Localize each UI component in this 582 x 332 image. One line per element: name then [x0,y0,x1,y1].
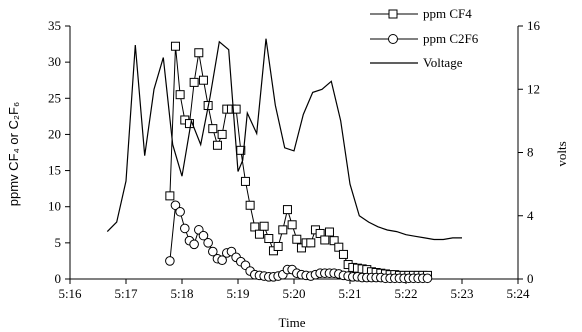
legend-marker-cf4 [388,9,398,19]
data-point-ppm-cf4 [259,221,269,231]
y-left-tick-label: 25 [48,90,61,105]
data-point-ppm-c2f6 [189,239,199,250]
data-point-ppm-c2f6 [170,200,181,211]
data-point-ppm-cf4 [278,225,288,235]
x-tick-label: 5:17 [114,286,138,301]
legend-marker-c2f6 [388,34,398,44]
data-point-ppm-cf4 [165,191,175,201]
data-point-ppm-cf4 [296,243,306,253]
x-tick-label: 5:24 [506,286,530,301]
y-right-tick-label: 0 [527,271,534,286]
data-point-ppm-cf4 [194,48,204,58]
x-tick-label: 5:20 [282,286,305,301]
data-point-ppm-cf4 [212,140,222,150]
data-point-ppm-cf4 [264,234,274,244]
legend-label-cf4: ppm CF4 [423,6,472,21]
y-left-tick-label: 15 [48,163,61,178]
data-point-ppm-cf4 [240,176,250,186]
axes: 5:16 5:17 5:18 5:19 5:20 5:21 5:22 5:23 5:240510… [48,18,541,301]
data-point-ppm-cf4 [273,241,283,251]
x-tick-label: 5:21 [338,286,361,301]
y-right-tick-label: 8 [527,145,534,160]
legend: ppm CF4 ppm C2F6 Voltage [370,6,479,70]
data-point-ppm-cf4 [250,222,260,232]
data-point-ppm-cf4 [231,104,241,114]
data-point-ppm-c2f6 [217,255,227,266]
x-axis-title: Time [279,315,306,330]
legend-item-cf4: ppm CF4 [370,6,472,21]
series-layer [106,38,462,284]
data-point-ppm-c2f6 [203,238,213,248]
y-right-axis-title: volts [554,141,569,166]
data-point-ppm-cf4 [254,229,264,239]
y-left-tick-label: 30 [48,54,61,69]
data-point-ppm-cf4 [189,77,199,87]
x-tick-label: 5:16 [58,286,82,301]
y-left-tick-label: 5 [55,235,62,250]
y-right-tick-label: 12 [527,81,540,96]
data-point-ppm-cf4 [184,119,194,129]
legend-label-voltage: Voltage [423,55,463,70]
series-voltage [106,38,462,241]
data-point-ppm-cf4 [292,234,302,244]
x-tick-label: 5:19 [226,286,249,301]
y-left-tick-label: 20 [48,126,61,141]
data-point-ppm-cf4 [170,41,180,51]
y-right-tick-label: 4 [527,208,534,223]
y-left-tick-label: 10 [48,199,61,214]
data-point-ppm-cf4 [282,205,292,215]
y-left-axis-title: ppmv CF₄ or C₂F₆ [6,102,21,206]
series-line-voltage [106,38,462,241]
data-point-ppm-c2f6 [198,230,209,241]
legend-label-c2f6: ppm C2F6 [423,31,479,46]
data-point-ppm-cf4 [208,124,218,134]
data-point-ppm-cf4 [315,228,325,238]
y-left-tick-label: 35 [48,18,61,33]
series-ppm-c2f6 [165,200,433,284]
data-point-ppm-cf4 [329,236,339,246]
legend-item-c2f6: ppm C2F6 [370,31,479,46]
data-point-ppm-cf4 [198,75,208,85]
data-point-ppm-c2f6 [180,223,190,234]
data-point-ppm-cf4 [217,129,227,139]
data-point-ppm-c2f6 [208,246,218,257]
y-left-tick-label: 0 [55,271,62,286]
data-point-ppm-cf4 [334,242,344,252]
legend-item-voltage: Voltage [370,55,463,70]
x-tick-label: 5:23 [450,286,473,301]
data-point-ppm-cf4 [324,227,334,237]
data-point-ppm-cf4 [320,235,330,245]
x-tick-label: 5:22 [394,286,417,301]
data-point-ppm-cf4 [338,249,348,259]
x-tick-label: 5:18 [170,286,193,301]
data-point-ppm-c2f6 [422,273,433,284]
data-point-ppm-c2f6 [175,206,185,217]
y-right-tick-label: 16 [527,18,541,33]
data-point-ppm-c2f6 [165,256,175,266]
data-point-ppm-cf4 [175,90,185,100]
data-point-ppm-cf4 [245,200,255,210]
data-point-ppm-cf4 [287,220,297,230]
data-point-ppm-cf4 [306,238,316,248]
